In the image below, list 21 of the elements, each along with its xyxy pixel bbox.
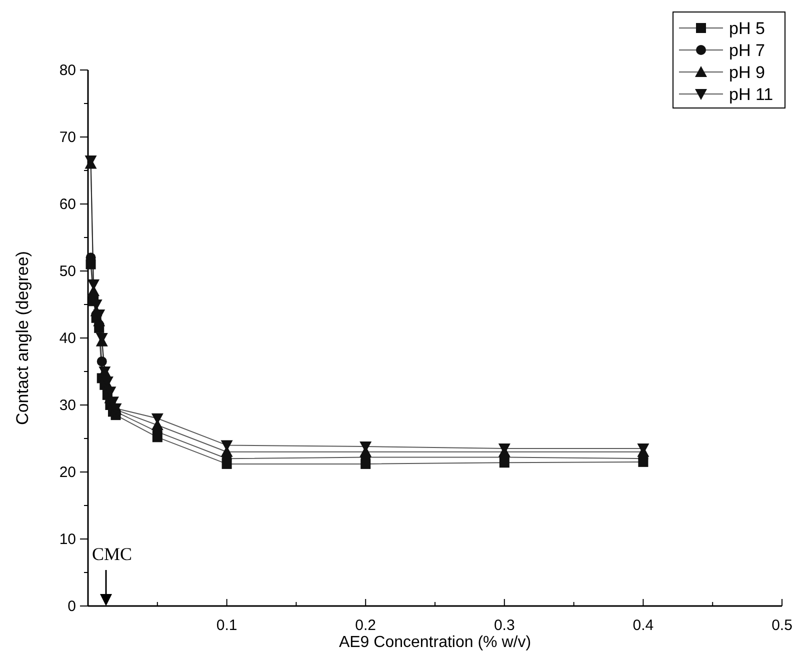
y-tick-label: 0 bbox=[68, 598, 76, 615]
y-tick-label: 70 bbox=[59, 129, 76, 146]
legend-label: pH 5 bbox=[729, 19, 765, 38]
y-tick-label: 10 bbox=[59, 531, 76, 548]
annotation: CMC bbox=[92, 544, 132, 564]
x-axis-title: AE9 Concentration (% w/v) bbox=[338, 634, 532, 651]
x-tick-label: 0.4 bbox=[632, 617, 654, 634]
y-tick-label: 20 bbox=[59, 464, 76, 481]
y-tick-label: 80 bbox=[59, 62, 76, 79]
legend-label: pH 11 bbox=[729, 85, 774, 104]
legend-label: pH 9 bbox=[729, 63, 765, 82]
y-axis-title: Contact angle (degree) bbox=[13, 251, 32, 425]
legend-label: pH 7 bbox=[729, 41, 765, 60]
y-tick-label: 50 bbox=[59, 263, 76, 280]
x-tick-label: 0.2 bbox=[355, 617, 376, 634]
y-tick-label: 30 bbox=[59, 397, 76, 414]
x-tick-label: 0.1 bbox=[216, 617, 238, 634]
x-tick-label: 0.5 bbox=[772, 617, 792, 634]
y-tick-label: 40 bbox=[59, 330, 76, 347]
x-tick-label: 0.3 bbox=[494, 617, 515, 634]
y-tick-label: 60 bbox=[59, 196, 76, 213]
